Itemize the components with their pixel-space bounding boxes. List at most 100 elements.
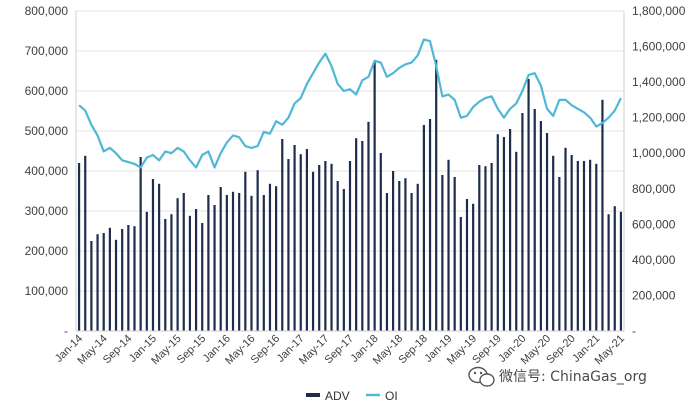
adv-bar bbox=[564, 147, 567, 331]
legend: ADV OI bbox=[306, 389, 398, 403]
adv-bar bbox=[619, 211, 623, 331]
adv-bar bbox=[164, 219, 167, 331]
adv-bar bbox=[194, 209, 198, 331]
adv-bar bbox=[77, 163, 81, 331]
adv-bar bbox=[607, 214, 610, 331]
adv-bar bbox=[238, 193, 241, 331]
adv-bar bbox=[527, 79, 530, 331]
adv-bar bbox=[459, 217, 462, 331]
y-tick-label: 100,000 bbox=[25, 284, 69, 298]
adv-bar bbox=[490, 163, 493, 331]
y2-tick-label: 1,400,000 bbox=[632, 75, 686, 89]
y2-tick-label: - bbox=[632, 324, 636, 338]
adv-bar bbox=[324, 161, 327, 331]
y2-tick-label: 600,000 bbox=[632, 217, 676, 231]
adv-bar bbox=[127, 225, 130, 331]
adv-bar bbox=[133, 226, 136, 331]
adv-bar bbox=[385, 193, 389, 331]
adv-bar bbox=[502, 137, 506, 331]
adv-bar bbox=[533, 109, 536, 331]
adv-bar bbox=[428, 119, 432, 331]
adv-bar bbox=[96, 234, 99, 331]
y-tick-label: 200,000 bbox=[25, 244, 69, 258]
y2-tick-label: 800,000 bbox=[632, 182, 676, 196]
adv-bar bbox=[90, 241, 93, 331]
adv-bar bbox=[219, 187, 222, 331]
adv-bar bbox=[582, 161, 586, 331]
adv-bar bbox=[121, 229, 124, 331]
adv-bar bbox=[348, 161, 352, 331]
adv-bar bbox=[373, 61, 376, 331]
adv-bar bbox=[231, 191, 235, 331]
adv-bar bbox=[311, 171, 315, 331]
adv-bar bbox=[114, 239, 118, 331]
adv-bar bbox=[398, 181, 401, 331]
adv-bar bbox=[256, 170, 259, 331]
adv-bar bbox=[176, 198, 179, 331]
y2-tick-label: 1,000,000 bbox=[632, 146, 686, 160]
watermark-text: 微信号: ChinaGas_org bbox=[499, 369, 647, 385]
adv-bar bbox=[330, 163, 333, 331]
y2-tick-label: 1,800,000 bbox=[632, 4, 686, 18]
y-axis-right: - 200,000 400,000 600,000 800,000 1,000,000 1,… bbox=[632, 4, 686, 338]
legend-oi-label: OI bbox=[385, 389, 398, 403]
adv-bar bbox=[515, 151, 518, 331]
adv-bar bbox=[188, 215, 192, 331]
adv-bar bbox=[465, 199, 469, 331]
x-axis: Jan-14May-14Sep-14Jan-15May-15Sep-15Jan-… bbox=[53, 333, 627, 367]
adv-bar bbox=[201, 223, 204, 331]
adv-bar bbox=[355, 138, 358, 331]
adv-bar bbox=[158, 183, 161, 331]
adv-bar bbox=[558, 177, 561, 331]
adv-bar bbox=[318, 165, 321, 331]
y-tick-label: 800,000 bbox=[25, 4, 69, 18]
y-axis-left: - 100,000 200,000 300,000 400,000 500,000 600,… bbox=[25, 4, 69, 338]
adv-bar bbox=[576, 161, 579, 331]
adv-bar bbox=[496, 134, 499, 331]
adv-bar bbox=[244, 171, 247, 331]
adv-bar bbox=[207, 195, 210, 331]
adv-bar bbox=[472, 203, 475, 331]
adv-bar bbox=[170, 214, 173, 331]
adv-bar bbox=[342, 189, 345, 331]
adv-bar bbox=[108, 227, 111, 331]
y-tick-label: 500,000 bbox=[25, 124, 69, 138]
y2-tick-label: 400,000 bbox=[632, 253, 676, 267]
adv-bar bbox=[139, 157, 142, 331]
y2-tick-label: 1,200,000 bbox=[632, 111, 686, 125]
adv-bar bbox=[613, 206, 616, 331]
adv-bar bbox=[268, 183, 272, 331]
adv-bar bbox=[84, 155, 87, 331]
adv-bar bbox=[275, 186, 278, 331]
adv-bar bbox=[508, 129, 512, 331]
adv-bar bbox=[213, 205, 216, 331]
y-tick-label: 600,000 bbox=[25, 84, 69, 98]
adv-bar bbox=[521, 113, 524, 331]
adv-bar bbox=[416, 183, 419, 331]
adv-bar bbox=[539, 121, 542, 331]
adv-bar bbox=[589, 159, 592, 331]
adv-bar bbox=[392, 171, 395, 331]
adv-bar bbox=[552, 155, 555, 331]
y-tick-label: 300,000 bbox=[25, 204, 69, 218]
adv-bar bbox=[293, 145, 296, 331]
adv-bar bbox=[484, 166, 487, 331]
adv-bar bbox=[281, 139, 284, 331]
adv-bar bbox=[379, 153, 382, 331]
wechat-icon bbox=[468, 366, 495, 387]
adv-bar bbox=[250, 195, 253, 331]
adv-bar bbox=[305, 149, 308, 331]
axes bbox=[75, 11, 625, 332]
adv-bar bbox=[262, 195, 265, 331]
adv-bar bbox=[441, 175, 444, 331]
y-tick-label: 400,000 bbox=[25, 164, 69, 178]
adv-bar bbox=[545, 133, 549, 331]
legend-adv-label: ADV bbox=[325, 389, 350, 403]
adv-bars bbox=[77, 59, 623, 332]
adv-bar bbox=[422, 125, 425, 331]
legend-adv-swatch bbox=[306, 393, 320, 397]
adv-bar bbox=[299, 154, 302, 331]
adv-bar bbox=[404, 178, 407, 331]
watermark: 微信号: ChinaGas_org bbox=[468, 366, 647, 387]
